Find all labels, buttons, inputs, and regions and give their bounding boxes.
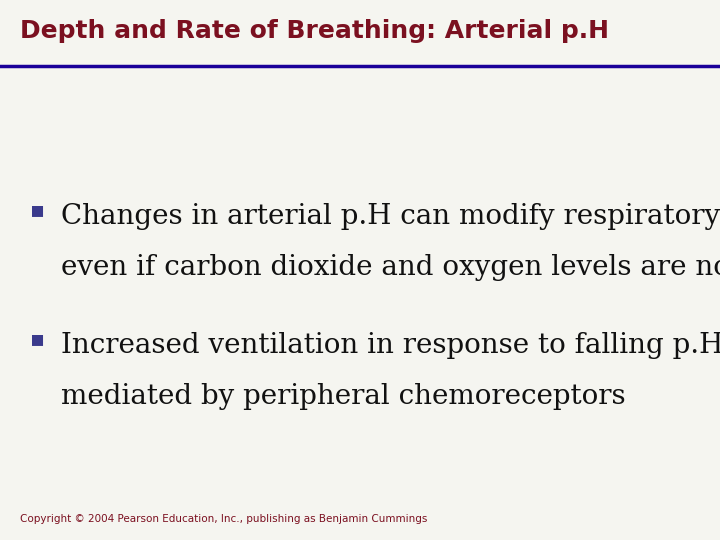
Text: Increased ventilation in response to falling p.H is: Increased ventilation in response to fal… [61, 332, 720, 359]
Text: Changes in arterial p.H can modify respiratory rate: Changes in arterial p.H can modify respi… [61, 202, 720, 230]
Text: ▪: ▪ [30, 329, 45, 349]
Text: Depth and Rate of Breathing: Arterial p.H: Depth and Rate of Breathing: Arterial p.… [20, 19, 609, 43]
Text: even if carbon dioxide and oxygen levels are normal: even if carbon dioxide and oxygen levels… [61, 254, 720, 281]
Text: mediated by peripheral chemoreceptors: mediated by peripheral chemoreceptors [61, 383, 626, 410]
Text: ▪: ▪ [30, 200, 45, 220]
Text: Copyright © 2004 Pearson Education, Inc., publishing as Benjamin Cummings: Copyright © 2004 Pearson Education, Inc.… [20, 514, 428, 524]
